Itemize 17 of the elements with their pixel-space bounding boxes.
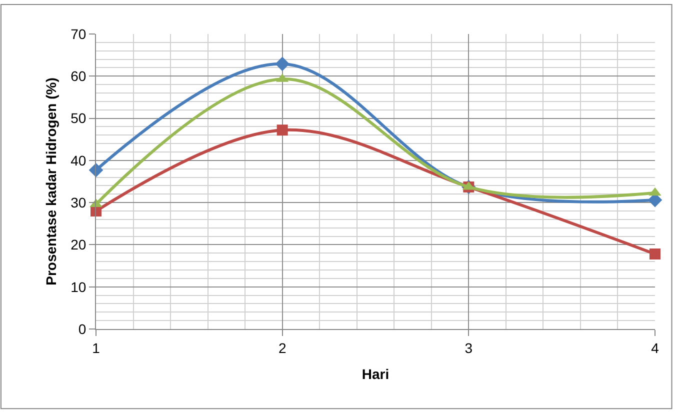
- y-tick-label: 60: [70, 68, 86, 84]
- y-axis-title: Prosentase kadar Hidrogen (%): [43, 78, 60, 286]
- x-tick-label: 4: [651, 340, 660, 356]
- point: [275, 56, 290, 72]
- x-tick-label: 2: [278, 340, 286, 356]
- y-tick-label: 30: [70, 194, 86, 210]
- y-tick-label: 70: [70, 26, 86, 42]
- y-tick-label: 0: [78, 320, 86, 337]
- x-axis-title: Hari: [362, 366, 390, 382]
- y-tick-label: 40: [70, 152, 86, 168]
- y-tick-label: 50: [70, 110, 86, 126]
- point: [650, 248, 660, 260]
- point: [276, 124, 288, 136]
- x-tick-label: 1: [92, 340, 100, 356]
- x-tick-label: 3: [464, 340, 473, 356]
- y-tick-label: 20: [70, 236, 86, 253]
- y-tick-label: 10: [70, 278, 86, 295]
